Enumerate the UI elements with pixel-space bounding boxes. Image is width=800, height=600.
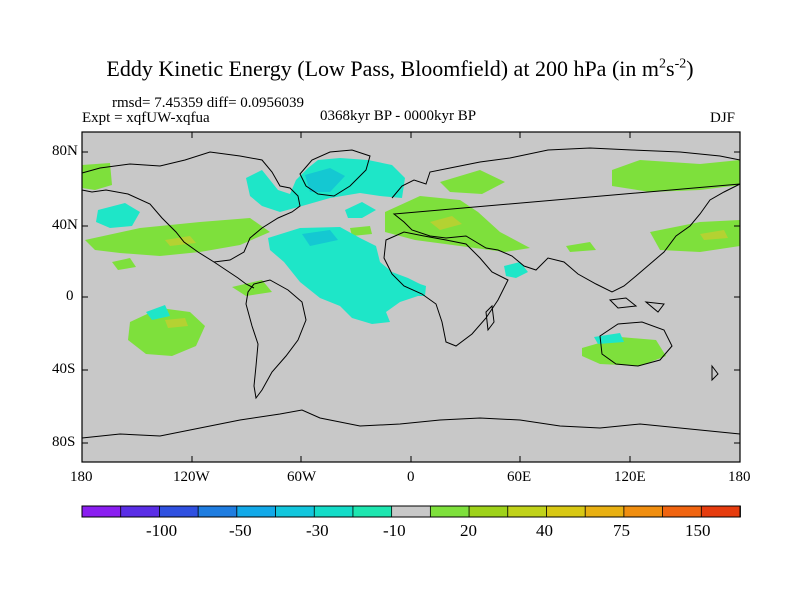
y-tick-80s: 80S (52, 434, 76, 450)
y-tick-80n: 80N (52, 143, 78, 159)
colorbar-label: 20 (460, 521, 477, 540)
x-tick-120w: 120W (173, 469, 210, 485)
y-tick-40n: 40N (52, 217, 78, 233)
stats-label: rmsd= 7.45359 diff= 0.0956039 (112, 95, 305, 111)
coastlines (81, 147, 741, 439)
period-label: 0368kyr BP - 0000kyr BP (320, 108, 477, 124)
colorbar-swatch (662, 505, 703, 518)
colorbar-swatch (197, 505, 238, 518)
colorbar-swatch (429, 505, 470, 518)
africa-coast (383, 231, 509, 347)
colorbar-swatch (159, 505, 200, 518)
colorbar-label: -30 (306, 521, 329, 540)
north-america-coast (81, 151, 301, 263)
tick-marks (81, 132, 741, 462)
colorbar-label: 40 (536, 521, 553, 540)
colorbar-swatch (236, 505, 277, 518)
plot-title: Eddy Kinetic Energy (Low Pass, Bloomfiel… (106, 56, 694, 81)
colorbar-label: -50 (229, 521, 252, 540)
new-zealand-coast (711, 364, 719, 382)
greenland-coast (299, 149, 371, 197)
colorbar-swatch (623, 505, 664, 518)
colorbar-swatch (313, 505, 354, 518)
colorbar (81, 505, 741, 518)
experiment-label: Expt = xqfUW-xqfua (82, 110, 210, 126)
colorbar-swatch (81, 505, 122, 518)
negative-core-regions (302, 168, 345, 246)
positive-core-regions (165, 216, 728, 328)
colorbar-swatch (275, 505, 316, 518)
colorbar-label: -10 (383, 521, 406, 540)
x-tick-60e: 60E (507, 469, 532, 485)
colorbar-swatch (352, 505, 393, 518)
season-label: DJF (710, 110, 736, 126)
colorbar-swatch (700, 505, 741, 518)
y-tick-40s: 40S (52, 361, 76, 377)
south-america-coast (245, 279, 307, 400)
colorbar-swatch (507, 505, 548, 518)
colorbar-label: -100 (146, 521, 178, 540)
colorbar-swatch (468, 505, 509, 518)
x-tick-180e: 180 (728, 469, 751, 485)
x-tick-60w: 60W (287, 469, 317, 485)
colorbar-label: 150 (685, 521, 711, 540)
antarctica-coast (81, 409, 741, 439)
colorbar-swatch (584, 505, 625, 518)
colorbar-label: 75 (613, 521, 630, 540)
y-tick-0: 0 (66, 288, 74, 304)
central-america-coast (213, 261, 255, 289)
x-tick-0: 0 (407, 469, 415, 485)
x-tick-120e: 120E (614, 469, 646, 485)
colorbar-swatch (391, 505, 432, 518)
colorbar-swatch (546, 505, 587, 518)
eurasia-coast (391, 147, 741, 293)
indonesia-coast (608, 297, 665, 313)
x-tick-180w: 180 (70, 469, 93, 485)
australia-coast (599, 321, 673, 367)
madagascar-coast (485, 304, 495, 332)
colorbar-swatch (120, 505, 161, 518)
colorbar-frame (81, 505, 741, 518)
